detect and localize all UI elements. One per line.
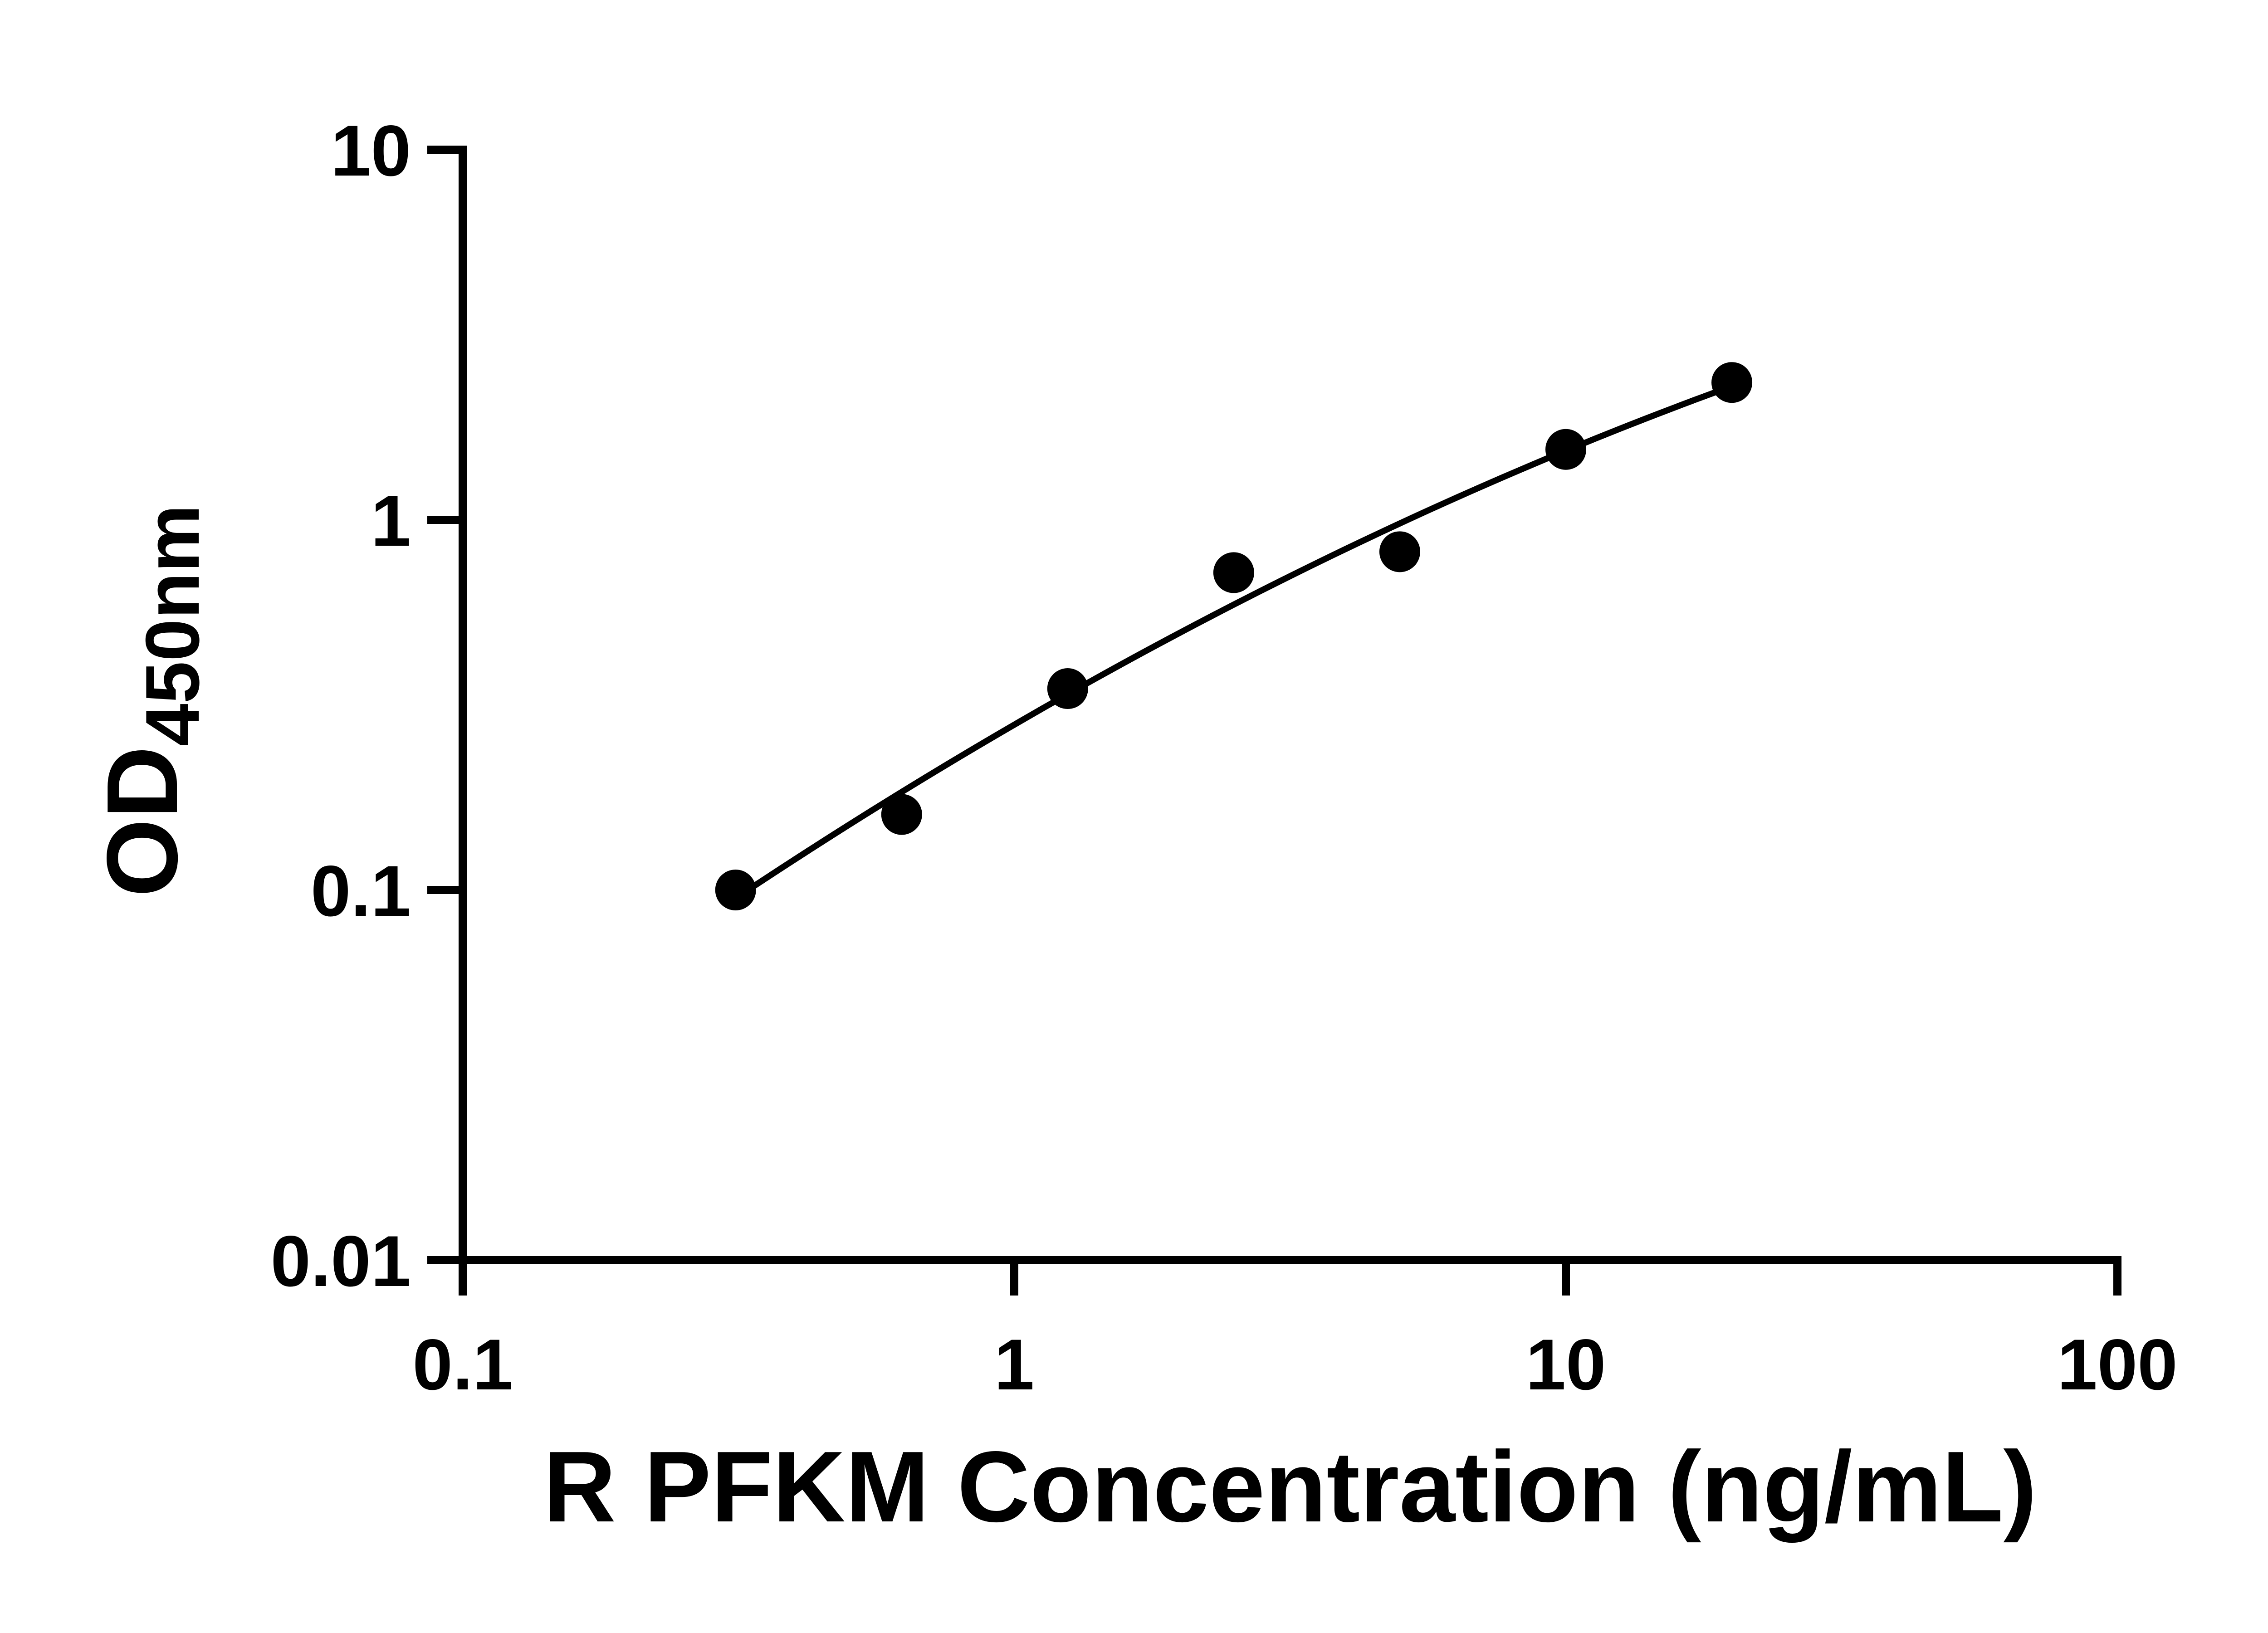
data-point	[715, 870, 756, 910]
y-axis-title-sub: 450nm	[130, 504, 215, 746]
y-axis-title: OD450nm	[86, 504, 215, 897]
x-tick-label: 10	[1526, 1324, 1606, 1405]
x-axis-title: R PFKM Concentration (ng/mL)	[543, 1431, 2037, 1543]
data-point	[1047, 668, 1088, 709]
y-tick-label: 0.01	[271, 1221, 411, 1301]
data-point	[1379, 531, 1420, 572]
data-point	[1213, 552, 1254, 593]
x-tick-label: 1	[994, 1324, 1034, 1405]
x-tick-label: 0.1	[412, 1324, 513, 1405]
y-tick-label: 1	[371, 480, 411, 561]
y-tick-label: 0.1	[311, 851, 411, 931]
y-tick-label: 10	[331, 110, 411, 191]
data-point	[881, 794, 922, 835]
svg-text:OD450nm: OD450nm	[86, 504, 215, 897]
data-point	[1711, 362, 1753, 403]
data-point	[1545, 429, 1587, 470]
y-axis-title-main: OD	[86, 746, 199, 897]
x-tick-label: 100	[2057, 1324, 2177, 1405]
